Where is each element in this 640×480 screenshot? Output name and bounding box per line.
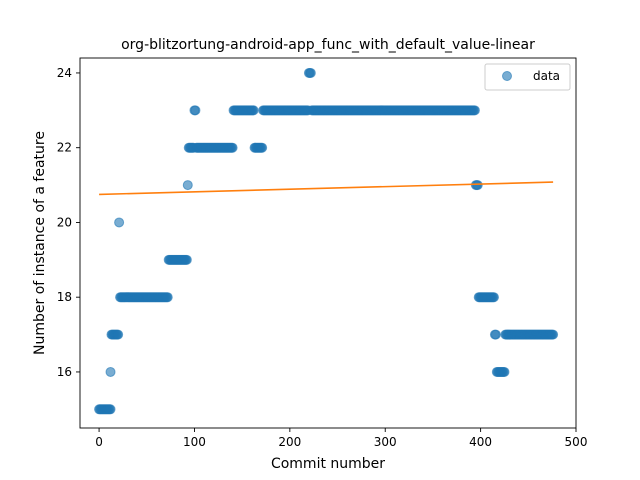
data-point: [114, 217, 125, 228]
data-point: [490, 329, 501, 340]
y-axis-ticks: 16 18 20 22 24: [57, 66, 80, 379]
legend: data: [484, 63, 571, 91]
data-points: [94, 67, 559, 415]
data-point: [472, 180, 483, 191]
data-point: [499, 366, 510, 377]
data-point: [469, 105, 480, 116]
plot-frame: [79, 57, 577, 429]
x-tick-label: 400: [469, 435, 492, 449]
x-tick-label: 100: [183, 435, 206, 449]
legend-box: [484, 63, 571, 91]
x-tick-label: 500: [565, 435, 588, 449]
data-point: [105, 366, 116, 377]
data-point: [181, 254, 192, 265]
data-point: [182, 180, 193, 191]
data-point: [105, 404, 116, 415]
data-point: [488, 292, 499, 303]
x-axis-ticks: 0 100 200 300 400 500: [95, 428, 587, 449]
data-point: [190, 105, 201, 116]
data-point: [305, 67, 316, 78]
trend-line: [99, 181, 554, 196]
y-tick-label: 20: [57, 215, 72, 229]
x-tick-label: 0: [95, 435, 103, 449]
y-tick-label: 18: [57, 290, 72, 304]
legend-marker: [502, 71, 512, 81]
data-point: [257, 142, 268, 153]
data-point: [227, 142, 238, 153]
y-tick-label: 24: [57, 66, 72, 80]
x-axis-label: Commit number: [271, 456, 385, 472]
data-point: [548, 329, 559, 340]
legend-label-data: data: [533, 69, 560, 83]
chart-title: org-blitzortung-android-app_func_with_de…: [121, 37, 535, 53]
data-point: [162, 292, 173, 303]
y-tick-label: 22: [57, 141, 72, 155]
x-tick-label: 200: [278, 435, 301, 449]
y-tick-label: 16: [57, 365, 72, 379]
data-point: [248, 105, 259, 116]
y-axis-label: Number of instance of a feature: [32, 131, 48, 355]
data-point: [113, 329, 124, 340]
x-tick-label: 300: [374, 435, 397, 449]
